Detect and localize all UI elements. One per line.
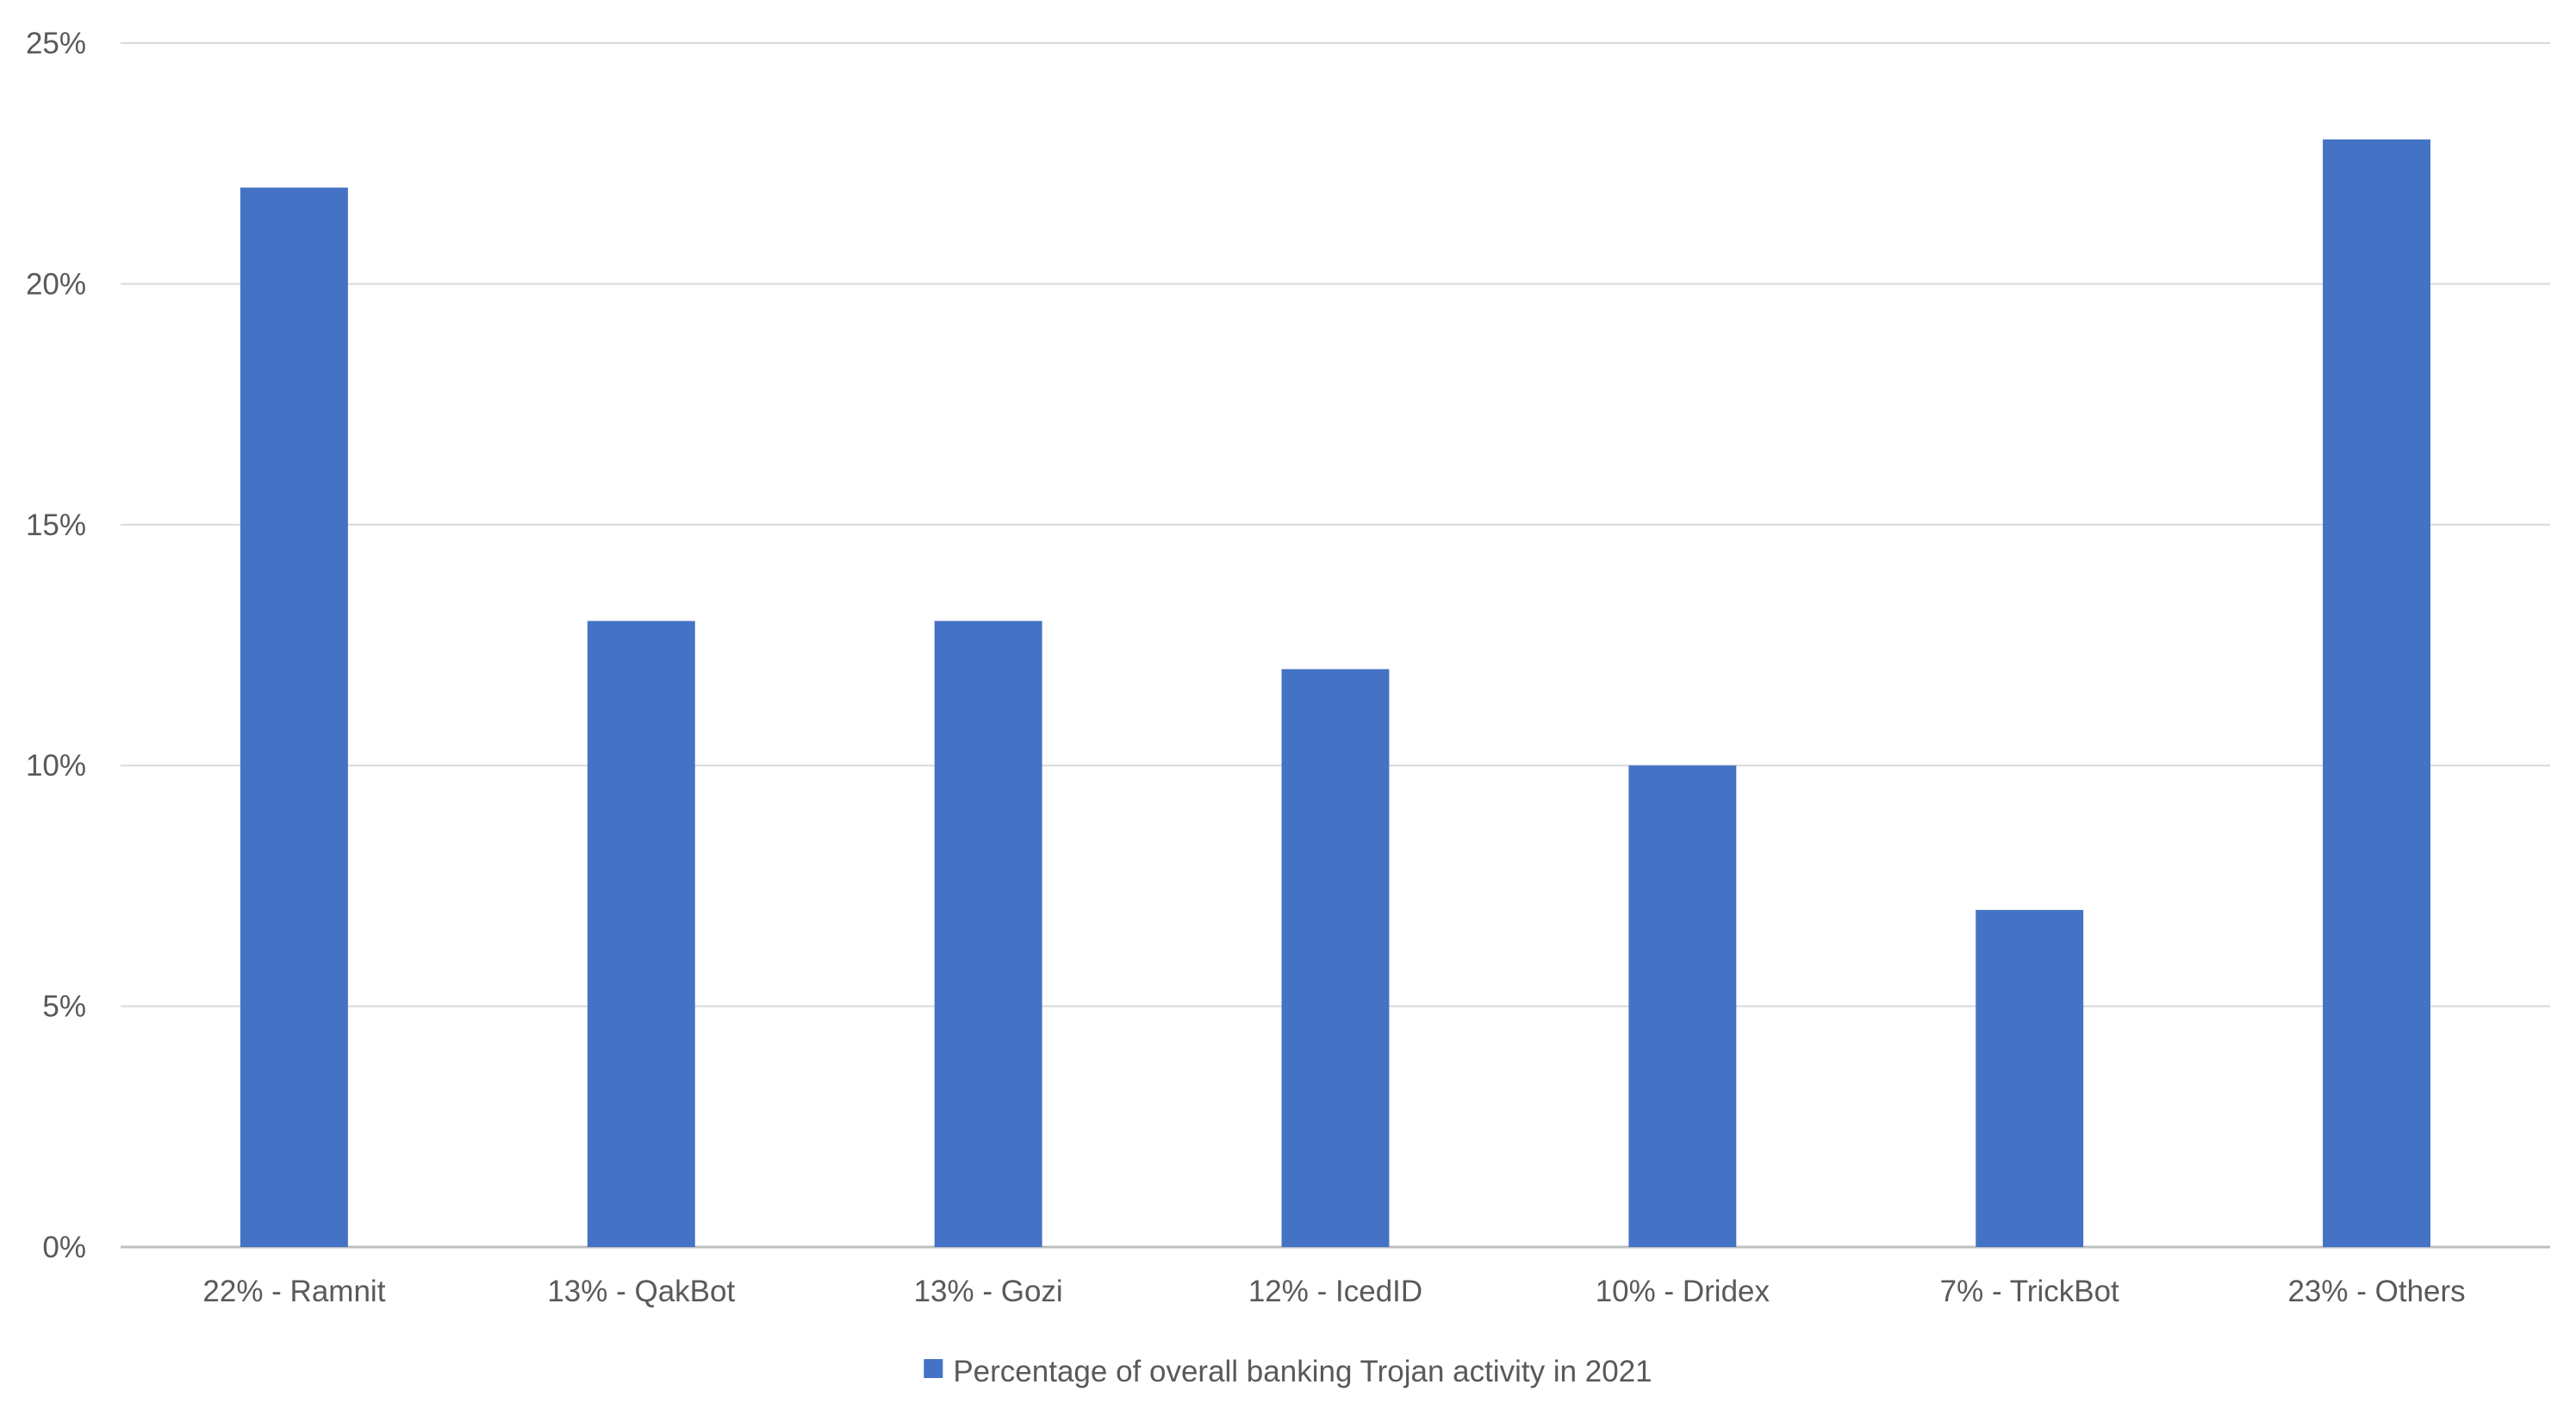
bar [240, 187, 348, 1247]
x-axis-ticks: 22% - Ramnit 13% - QakBot 13% - Gozi 12% - … [202, 1275, 2465, 1308]
y-tick-label: 20% [26, 267, 86, 301]
x-tick-label: 12% - IcedID [1248, 1275, 1422, 1308]
bar [934, 621, 1042, 1247]
x-tick-label: 13% - QakBot [547, 1275, 735, 1308]
bar [2323, 139, 2431, 1247]
x-tick-label: 13% - Gozi [914, 1275, 1063, 1308]
y-tick-label: 25% [26, 27, 86, 60]
legend-label: Percentage of overall banking Trojan act… [953, 1355, 1652, 1388]
y-tick-label: 0% [42, 1231, 86, 1264]
bar [1281, 669, 1390, 1247]
x-tick-label: 23% - Others [2287, 1275, 2465, 1308]
legend: Percentage of overall banking Trojan act… [924, 1355, 1652, 1388]
x-tick-label: 10% - Dridex [1596, 1275, 1770, 1308]
y-tick-label: 5% [42, 990, 86, 1024]
x-tick-label: 22% - Ramnit [202, 1275, 385, 1308]
legend-swatch [924, 1359, 943, 1378]
y-axis-ticks: 0% 5% 10% 15% 20% 25% [26, 27, 86, 1264]
bar [1976, 909, 2084, 1247]
bar [587, 621, 695, 1247]
bars [240, 139, 2431, 1247]
y-tick-label: 10% [26, 749, 86, 783]
y-tick-label: 15% [26, 508, 86, 542]
bar [1628, 765, 1737, 1247]
x-tick-label: 7% - TrickBot [1940, 1275, 2119, 1308]
